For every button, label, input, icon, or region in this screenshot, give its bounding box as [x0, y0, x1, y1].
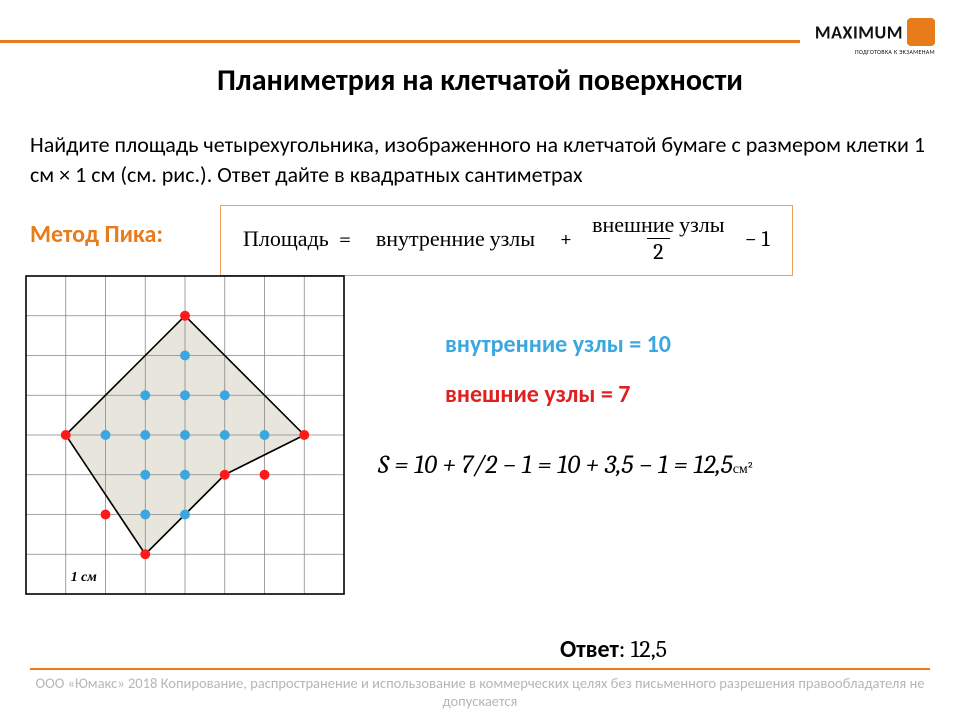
svg-text:1 см: 1 см: [71, 570, 98, 585]
boundary-count: внешние узлы = 7: [445, 380, 630, 409]
interior-count: внутренние узлы = 10: [445, 330, 671, 359]
formula-numer: внешние узлы: [586, 212, 730, 238]
footer-copyright: ООО «Юмакс» 2018 Копирование, распростра…: [30, 668, 930, 710]
method-label: Метод Пика:: [30, 220, 163, 249]
formula-minus1: − 1: [745, 226, 770, 252]
grid-figure: 1 см: [25, 275, 345, 595]
formula-fraction: внешние узлы 2: [586, 212, 730, 265]
calculation: S = 10 + 7/2 − 1 = 10 + 3,5 − 1 = 12,5см…: [378, 450, 753, 480]
formula-box: Площадь = внутренние узлы + внешние узлы…: [220, 205, 793, 276]
formula-eq: =: [339, 226, 351, 252]
problem-text: Найдите площадь четырехугольника, изобра…: [30, 130, 930, 189]
formula-denom: 2: [647, 238, 669, 265]
answer-label: Ответ: [560, 635, 619, 664]
answer-value: 12,5: [631, 635, 667, 663]
formula-interior: внутренние узлы: [376, 226, 535, 252]
logo-badge-icon: [907, 18, 935, 46]
calc-main: S = 10 + 7/2 − 1 = 10 + 3,5 − 1 = 12,5: [378, 450, 733, 480]
formula-area: Площадь: [243, 226, 329, 252]
logo-subtext: ПОДГОТОВКА К ЭКЗАМЕНАМ: [815, 48, 935, 56]
formula-plus: +: [560, 226, 572, 252]
calc-unit: см²: [733, 460, 754, 477]
logo: MAXIMUM ПОДГОТОВКА К ЭКЗАМЕНАМ: [815, 20, 935, 56]
header-rule: [0, 40, 800, 43]
answer: Ответ: 12,5: [560, 635, 667, 664]
logo-text: MAXIMUM: [815, 21, 903, 43]
page-title: Планиметрия на клетчатой поверхности: [0, 62, 960, 99]
